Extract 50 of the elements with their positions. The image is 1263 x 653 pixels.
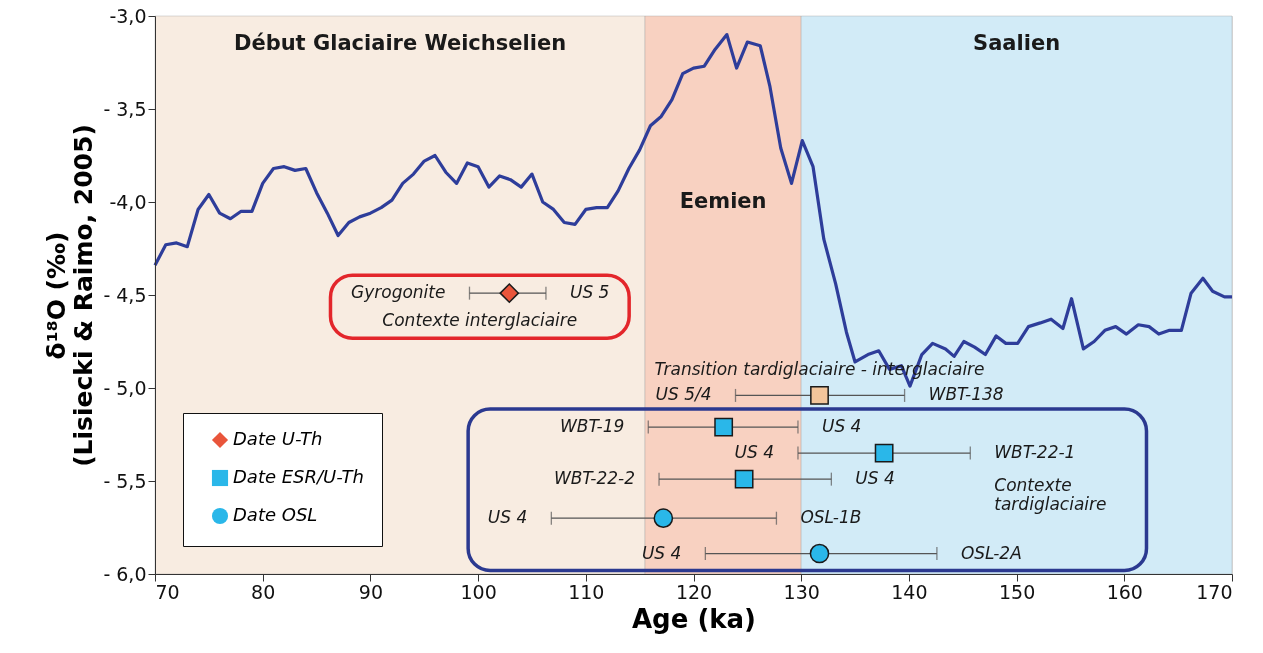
annotation: WBT-19 [560,416,625,437]
x-tick-label: 150 [998,580,1036,603]
y-tick-label: -4,0 [109,190,147,213]
legend-label: Date OSL [233,504,318,525]
x-tick-label: 110 [568,580,605,603]
x-tick-label: 160 [1106,580,1143,603]
y-tick-label: - 5,0 [103,376,147,399]
y-tick-label: - 3,5 [103,97,147,120]
point [714,417,734,437]
legend-label: Date U-Th [233,428,323,449]
annotation: US 4 [487,507,528,528]
annotation: US 4 [641,542,682,563]
legend-label: Date ESR/U-Th [233,466,364,487]
x-tick-label: 130 [783,580,820,603]
annotation: US 4 [821,416,862,437]
band-label: Saalien [973,30,1061,55]
x-tick-label: 120 [675,580,713,603]
point [810,386,829,405]
point [499,283,520,303]
line-series [153,33,1234,388]
x-tick-label: 80 [251,580,276,603]
annotation: Contexte interglaciaire [382,310,578,331]
annotation: WBT-138 [928,384,1004,405]
x-tick-label: 140 [891,580,928,603]
annotation: OSL-1B [800,507,862,528]
y-axis-title: δ¹⁸O (‰) (Lisiecki & Raimo, 2005) [42,124,99,467]
annotation: US 5 [569,282,610,303]
annotation: OSL-2A [960,542,1022,563]
y-tick-label: -3,0 [109,4,147,27]
y-tick-label: - 5,5 [103,469,147,492]
band-label: Début Glaciaire Weichselien [233,30,567,55]
point [809,543,830,564]
annotation: WBT-22-1 [994,442,1076,463]
x-tick-label: 70 [155,580,180,603]
annotation: US 4 [734,442,774,463]
annotation: US 4 [855,468,895,489]
annotation: WBT-22-2 [553,468,636,489]
point [653,508,674,529]
point [734,469,754,489]
x-tick-label: 90 [358,580,383,603]
x-tick-label: 170 [1196,580,1233,603]
y-tick-label: - 6,0 [103,562,147,585]
annotation: US 5/4 [655,384,712,405]
x-axis-title: Age (ka) [631,603,757,634]
y-tick-label: - 4,5 [103,283,147,306]
x-tick-label: 100 [460,580,497,603]
point [874,443,894,463]
annotation: Contexte tardiglaciaire [994,475,1107,515]
band-label: Eemien [679,189,767,213]
annotation: Gyrogonite [351,282,446,303]
